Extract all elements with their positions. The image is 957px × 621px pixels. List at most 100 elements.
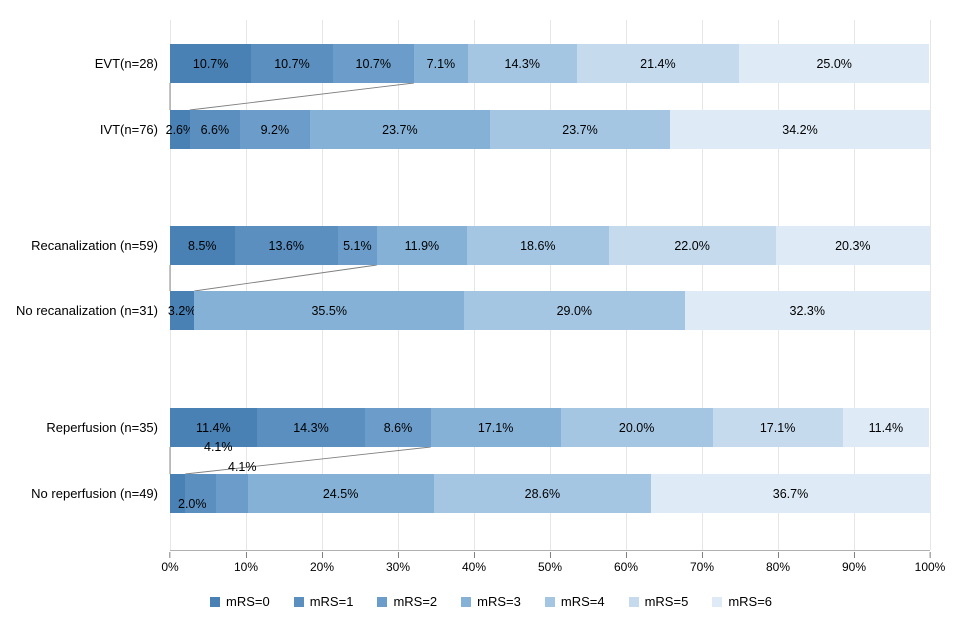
x-tick-label: 60% [614,560,638,574]
x-tick-label: 90% [842,560,866,574]
x-tick-label: 80% [766,560,790,574]
float-label: 4.1% [228,460,257,474]
category-label: EVT(n=28) [0,56,158,71]
x-tick: 0% [161,552,178,574]
segment-label: 25.0% [816,57,851,71]
segment-label: 28.6% [525,487,560,501]
segment-label: 23.7% [382,123,417,137]
legend-swatch [712,597,722,607]
float-label: 2.0% [178,497,207,511]
segment-label: 32.3% [790,304,825,318]
bar-segment: 32.3% [685,291,930,330]
bar-segment: 34.2% [670,110,930,149]
bar-segment: 5.1% [338,226,377,265]
bar-row: 24.5% 28.6% 36.7% [170,474,930,513]
bar-segment: 28.6% [434,474,651,513]
bar-segment: 14.3% [468,44,577,83]
x-tick-label: 20% [310,560,334,574]
legend-swatch [377,597,387,607]
bar-segment: 7.1% [414,44,468,83]
bar-segment: 23.7% [310,110,490,149]
legend-item: mRS=0 [210,594,270,609]
legend-swatch [545,597,555,607]
bar-segment: 35.5% [194,291,464,330]
bar-segment: 9.2% [240,110,310,149]
segment-label: 13.6% [269,239,304,253]
bar-segment: 36.7% [651,474,930,513]
legend-item: mRS=6 [712,594,772,609]
legend-item: mRS=5 [629,594,689,609]
bar-segment: 10.7% [251,44,332,83]
x-tick: 90% [842,552,866,574]
x-tick-label: 70% [690,560,714,574]
segment-label: 36.7% [773,487,808,501]
x-tick: 60% [614,552,638,574]
legend-label: mRS=4 [561,594,605,609]
bar-row: 3.2% 35.5% 29.0% 32.3% [170,291,930,330]
segment-label: 34.2% [782,123,817,137]
segment-label: 5.1% [343,239,372,253]
x-tick-label: 50% [538,560,562,574]
category-label: Recanalization (n=59) [0,238,158,253]
bar-segment: 23.7% [490,110,670,149]
segment-label: 20.0% [619,421,654,435]
legend-item: mRS=2 [377,594,437,609]
segment-label: 35.5% [311,304,346,318]
bar-segment: 11.9% [377,226,467,265]
segment-label: 18.6% [520,239,555,253]
bar-segment: 22.0% [609,226,776,265]
bar-segment: 25.0% [739,44,929,83]
x-tick-label: 10% [234,560,258,574]
legend-swatch [294,597,304,607]
x-tick: 70% [690,552,714,574]
segment-label: 10.7% [356,57,391,71]
bar-segment: 20.3% [776,226,930,265]
segment-label: 17.1% [478,421,513,435]
segment-label: 7.1% [427,57,456,71]
mrs-stacked-bar-chart: 10.7%10.7%10.7%7.1%14.3%21.4%25.0%2.6%6.… [0,0,957,621]
bar-segment: 6.6% [190,110,240,149]
bar-segment [216,474,247,513]
bar-row: 8.5% 13.6% 5.1% 11.9% 18.6% 22.0% 20.3% [170,226,930,265]
x-tick: 40% [462,552,486,574]
segment-label: 21.4% [640,57,675,71]
bar-row: 11.4%14.3%8.6%17.1%20.0%17.1%11.4% [170,408,929,447]
segment-label: 6.6% [201,123,230,137]
segment-label: 11.4% [869,421,904,435]
category-label: Reperfusion (n=35) [0,420,158,435]
bar-segment: 18.6% [467,226,608,265]
bar-segment: 21.4% [577,44,740,83]
bar-segment: 24.5% [248,474,434,513]
bar-row: 2.6% 6.6% 9.2% 23.7% 23.7% 34.2% [170,110,930,149]
legend-item: mRS=3 [461,594,521,609]
segment-label: 24.5% [323,487,358,501]
segment-label: 11.9% [405,239,440,253]
bar-segment: 2.6% [170,110,190,149]
x-tick-label: 40% [462,560,486,574]
legend-label: mRS=6 [728,594,772,609]
segment-label: 22.0% [674,239,709,253]
segment-label: 3.2% [168,304,197,318]
x-tick: 20% [310,552,334,574]
x-tick: 100% [915,552,946,574]
x-tick-label: 0% [161,560,178,574]
legend: mRS=0mRS=1mRS=2mRS=3mRS=4mRS=5mRS=6 [210,594,772,609]
bar-segment: 11.4% [843,408,930,447]
bar-segment: 17.1% [713,408,843,447]
x-tick: 80% [766,552,790,574]
segment-label: 8.6% [384,421,413,435]
legend-item: mRS=4 [545,594,605,609]
x-tick: 10% [234,552,258,574]
segment-label: 14.3% [293,421,328,435]
bar-segment: 29.0% [464,291,684,330]
gridline [930,20,931,550]
float-label: 4.1% [204,440,233,454]
legend-swatch [461,597,471,607]
segment-label: 8.5% [188,239,217,253]
x-axis-line [170,550,930,551]
legend-label: mRS=0 [226,594,270,609]
x-tick: 50% [538,552,562,574]
plot-area: 10.7%10.7%10.7%7.1%14.3%21.4%25.0%2.6%6.… [170,20,930,550]
bar-segment: 17.1% [431,408,561,447]
segment-label: 29.0% [557,304,592,318]
